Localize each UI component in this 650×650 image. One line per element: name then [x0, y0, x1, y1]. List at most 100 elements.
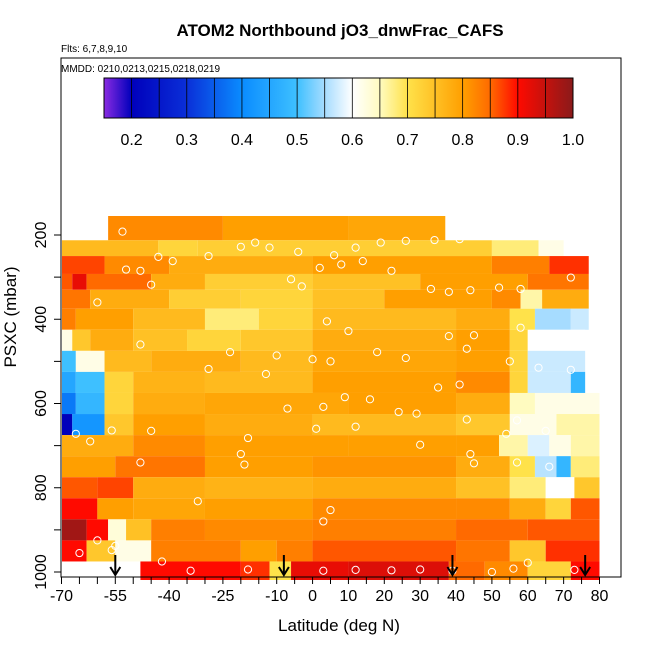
sample-point: [516, 323, 525, 332]
heatmap-cell: [133, 329, 188, 351]
heatmap-cell: [75, 308, 134, 330]
colorbar-tick-label: 0.7: [396, 132, 418, 149]
heatmap-cell: [312, 289, 385, 309]
sample-point: [401, 353, 410, 363]
x-tick-label: -55: [104, 588, 127, 605]
heatmap-cell: [312, 329, 457, 351]
heatmap-cell: [574, 477, 600, 499]
heatmap-cell: [86, 519, 109, 541]
heatmap-cell: [456, 435, 500, 457]
sample-point: [462, 344, 471, 353]
surface-arrow: [109, 555, 122, 577]
sample-point: [319, 566, 328, 575]
heatmap-cell: [545, 477, 575, 499]
heatmap-cell: [140, 561, 241, 580]
x-tick-label: 60: [519, 588, 537, 605]
sample-point: [251, 238, 260, 247]
heatmap-cell: [222, 216, 349, 241]
x-tick-label: 20: [375, 588, 393, 605]
heatmap-cell: [62, 329, 73, 351]
heatmap-cell: [456, 456, 510, 478]
y-tick-label: 800: [33, 474, 50, 501]
heatmap-cell: [545, 540, 600, 562]
sample-point: [376, 238, 385, 247]
sample-point: [204, 251, 213, 261]
heatmap-cell: [509, 308, 535, 330]
sample-point: [136, 458, 145, 467]
sample-point: [93, 298, 102, 307]
colorbar-tick-label: 1.0: [562, 132, 584, 149]
sample-point: [107, 545, 116, 555]
heatmap-cell: [151, 519, 205, 541]
heatmap-cell: [348, 435, 457, 457]
heatmap-cell: [484, 561, 528, 580]
heatmap-cell: [348, 392, 457, 415]
sample-point: [204, 364, 213, 374]
sample-point: [283, 404, 292, 413]
colorbar: 0.2 0.3 0.4 0.5 0.6 0.7 0.8 0.9 1.0: [103, 77, 584, 149]
heatmap-cell: [133, 392, 205, 415]
sample-point: [315, 263, 324, 272]
heatmap-cell: [312, 456, 457, 478]
heatmap-cell: [276, 540, 313, 562]
sample-point: [147, 280, 156, 289]
sample-point: [344, 326, 353, 336]
heatmap-cell: [133, 414, 205, 436]
colorbar-tick-label: 0.8: [452, 132, 474, 149]
heatmap-cell: [312, 273, 421, 290]
sample-point: [401, 236, 410, 245]
x-tick-label: 70: [555, 588, 573, 605]
x-tick-label: 80: [591, 588, 609, 605]
sample-point: [516, 284, 525, 294]
sample-point: [541, 426, 550, 435]
heatmap-cell: [104, 350, 152, 372]
heatmap-cell: [62, 273, 73, 290]
heatmap-cell: [491, 240, 539, 257]
heatmap-layer: [62, 216, 600, 580]
heatmap-cell: [133, 477, 205, 499]
sample-point: [358, 257, 367, 266]
heatmap-cell: [545, 498, 571, 520]
sample-point: [322, 317, 332, 326]
heatmap-cell: [520, 289, 543, 309]
heatmap-cell: [348, 216, 446, 241]
sample-point: [469, 331, 479, 340]
sample-point: [351, 565, 360, 574]
heatmap-cell: [570, 456, 600, 478]
heatmap-cell: [62, 519, 87, 541]
sample-point: [326, 505, 335, 515]
sample-point: [351, 422, 360, 431]
heatmap-cell: [72, 329, 91, 351]
heatmap-cell: [570, 371, 586, 393]
flights-note: Flts: 6,7,8,9,10: [61, 44, 128, 55]
x-tick-label: 30: [411, 588, 429, 605]
heatmap-cell: [499, 435, 528, 457]
heatmap-cell: [62, 350, 76, 372]
heatmap-cell: [491, 256, 550, 274]
x-tick-label: 0: [308, 588, 317, 605]
sample-point: [466, 286, 475, 295]
colorbar-tick-label: 0.3: [176, 132, 198, 149]
y-axis: 200 400 600 800 1000: [33, 222, 61, 590]
sample-point: [534, 363, 543, 372]
sample-point: [416, 440, 425, 449]
heatmap-cell: [456, 329, 510, 351]
heatmap-cell: [108, 519, 127, 541]
heatmap-cell: [527, 350, 586, 372]
heatmap-cell: [312, 477, 457, 499]
heatmap-cell: [151, 540, 241, 562]
sample-point: [236, 449, 245, 459]
y-tick-label: 400: [33, 306, 50, 333]
heatmap-cell: [556, 456, 571, 478]
heatmap-cell: [527, 561, 571, 580]
plot-frame: [60, 57, 622, 578]
heatmap-cell: [62, 435, 134, 457]
heatmap-cell: [86, 540, 116, 562]
sample-point: [566, 273, 575, 282]
heatmap-cell: [104, 256, 170, 274]
heatmap-cell: [62, 414, 73, 436]
heatmap-cell: [491, 289, 521, 309]
x-tick-label: 40: [447, 588, 465, 605]
sample-point: [505, 357, 514, 366]
heatmap-cell: [509, 371, 528, 393]
